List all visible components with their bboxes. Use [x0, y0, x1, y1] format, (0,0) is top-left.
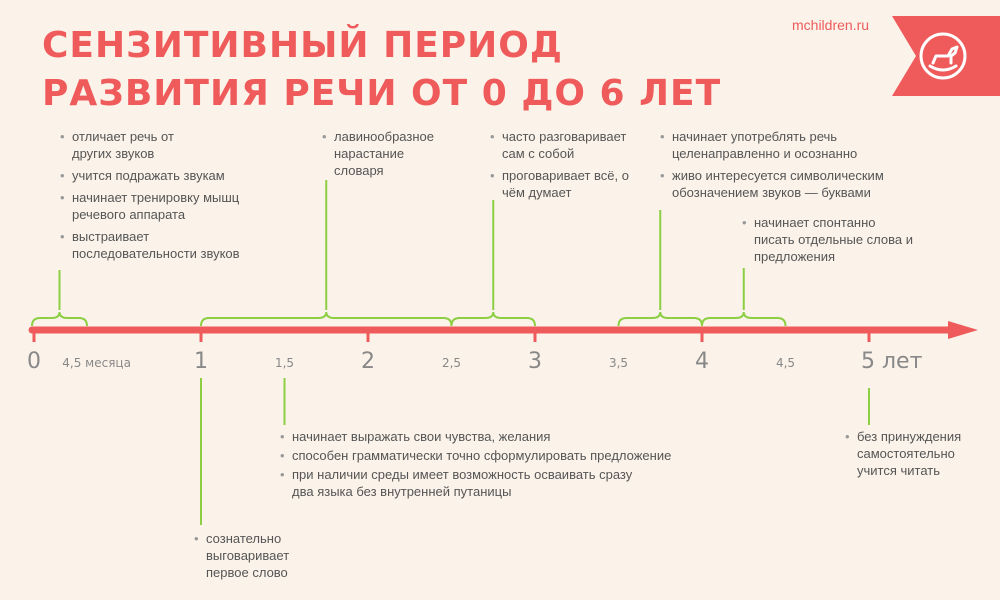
tick-label: 4,5 [775, 356, 796, 370]
period-bracket [701, 311, 787, 327]
period-0-text: отличает речь от других звуков учится по… [60, 128, 300, 267]
period-3-text: начинает употреблять речь целенаправленн… [660, 128, 900, 206]
tick-label: 4,5 месяца [62, 356, 131, 370]
tick-label: 1,5 [274, 356, 295, 370]
tick-label: 4 [695, 349, 709, 374]
list-item: проговаривает всё, о чём думает [490, 167, 637, 201]
period-2-text: часто разговаривает сам с собой проговар… [490, 128, 650, 206]
period-bracket [617, 311, 703, 327]
list-item: начинает выражать свои чувства, желания [280, 428, 720, 445]
period-bracket [31, 311, 88, 327]
point-5-text: без принуждения самостоятельно учится чи… [845, 428, 995, 484]
timeline-arrow [948, 321, 978, 339]
list-item: начинает спонтанно писать отдельные слов… [742, 214, 914, 265]
list-item: лавинообразное нарастание словаря [322, 128, 449, 179]
list-item: сознательно выговаривает первое слово [194, 530, 316, 581]
rocking-horse-icon [919, 32, 967, 80]
tick-label: 3 [528, 349, 542, 374]
list-item: живо интересуется символическим обозначе… [660, 167, 902, 201]
site-name: mchildren.ru [792, 17, 870, 33]
tick-label: 3,5 [608, 356, 629, 370]
point-1-text: сознательно выговаривает первое слово [194, 530, 334, 586]
tick-label: 0 [27, 349, 41, 374]
list-item: часто разговаривает сам с собой [490, 128, 647, 162]
tick-label: 2,5 [441, 356, 462, 370]
list-item: отличает речь от других звуков [60, 128, 202, 162]
list-item: учится подражать звукам [60, 167, 300, 184]
list-item: способен грамматически точно сформулиров… [280, 447, 720, 464]
period-4-text: начинает спонтанно писать отдельные слов… [742, 214, 922, 270]
tick-label: 5 лет [861, 349, 923, 374]
period-bracket [450, 311, 536, 327]
tick-label: 1 [194, 349, 208, 374]
logo-badge [892, 16, 1000, 96]
list-item: начинает употреблять речь целенаправленн… [660, 128, 877, 162]
list-item: начинает тренировку мышц речевого аппара… [60, 189, 252, 223]
period-bracket [200, 311, 453, 327]
point-1-5-text: начинает выражать свои чувства, желания … [280, 428, 720, 505]
period-1-text: лавинообразное нарастание словаря [322, 128, 462, 184]
page-title: СЕНЗИТИВНЫЙ ПЕРИОД РАЗВИТИЯ РЕЧИ ОТ 0 ДО… [42, 25, 722, 114]
list-item: при наличии среды имеет возможность осва… [280, 466, 642, 500]
list-item: без принуждения самостоятельно учится чи… [845, 428, 972, 479]
tick-label: 2 [361, 349, 375, 374]
list-item: выстраивает последовательности звуков [60, 228, 272, 262]
